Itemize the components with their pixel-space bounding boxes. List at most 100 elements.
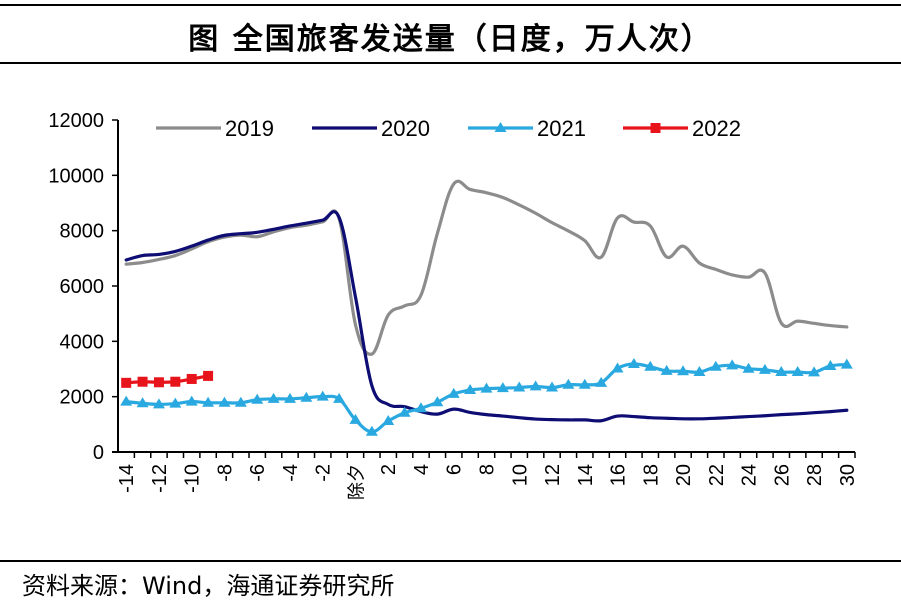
y-tick-label: 8000 [60, 221, 105, 243]
y-tick-label: 4000 [60, 331, 105, 353]
x-tick-label: 28 [804, 464, 826, 486]
legend-label: 2022 [692, 116, 741, 141]
footer-rule [0, 560, 901, 562]
series-line-2020 [124, 210, 849, 423]
series-2022 [121, 370, 214, 388]
x-axis: -14 -12 -10 -8 -6 -4 -2 除夕 2 4 6 8 10 12 14 16 18 20 22 24 2… [112, 451, 859, 500]
data-point-triangle [775, 366, 788, 377]
data-point-triangle [595, 376, 608, 387]
x-tick-label: 26 [771, 464, 793, 486]
x-tick-label: 24 [739, 464, 761, 486]
x-tick-label: -10 [182, 464, 204, 493]
data-point-triangle [791, 366, 804, 377]
data-point-square [121, 377, 132, 388]
legend-label: 2021 [537, 116, 586, 141]
legend-label: 2020 [381, 116, 430, 141]
data-point-triangle [529, 380, 542, 391]
x-tick-label: -2 [313, 464, 335, 482]
legend-marker-triangle [494, 122, 507, 132]
x-tick-label: 除夕 [346, 464, 367, 500]
data-point-square [153, 377, 164, 388]
y-tick-label: 12000 [48, 110, 104, 132]
data-point-triangle [562, 378, 575, 389]
top-rule [0, 4, 901, 6]
data-point-triangle [414, 402, 427, 413]
data-point-triangle [202, 396, 215, 407]
legend-marker-square [650, 123, 661, 133]
data-point-triangle [693, 366, 706, 377]
y-tick-label: 2000 [60, 387, 105, 409]
series-line-2019 [124, 179, 849, 356]
data-point-triangle [464, 384, 477, 395]
x-tick-label: 22 [706, 464, 728, 486]
data-point-triangle [185, 395, 198, 406]
data-point-triangle [496, 382, 509, 393]
data-point-triangle [267, 392, 280, 403]
data-point-triangle [431, 396, 444, 407]
data-point-triangle [677, 365, 690, 376]
data-point-triangle [382, 415, 395, 426]
data-point-triangle [513, 381, 526, 392]
data-point-triangle [644, 360, 657, 371]
data-point-triangle [660, 364, 673, 375]
series-line-2021 [124, 362, 849, 434]
data-point-triangle [316, 390, 329, 401]
data-point-triangle [824, 359, 837, 370]
data-point-triangle [742, 362, 755, 373]
x-tick-label: 18 [640, 464, 662, 486]
data-point-triangle [152, 398, 165, 409]
data-point-triangle [234, 396, 247, 407]
x-tick-label: 14 [575, 464, 597, 486]
data-point-triangle [365, 425, 378, 436]
data-point-triangle [120, 395, 133, 406]
legend-item-2021: 2021 [468, 116, 586, 141]
y-tick-label: 0 [93, 442, 104, 464]
data-point-triangle [578, 378, 591, 389]
x-tick-label: 4 [411, 464, 433, 475]
figure-title: 图 全国旅客发送量（日度，万人次） [188, 22, 713, 57]
data-point-square [137, 376, 148, 387]
data-point-triangle [611, 362, 624, 373]
x-tick-label: -12 [149, 464, 171, 493]
data-point-triangle [546, 381, 559, 392]
x-tick-label: -6 [247, 464, 269, 482]
series-2020 [124, 210, 849, 423]
x-tick-label: -8 [214, 464, 236, 482]
data-point-square [186, 373, 197, 384]
x-tick-label: 16 [608, 464, 630, 486]
data-point-triangle [218, 396, 231, 407]
x-tick-label: 2 [378, 464, 400, 475]
series-2019 [124, 179, 849, 356]
source-note: 资料来源：Wind，海通证券研究所 [22, 572, 395, 600]
title-rule [0, 62, 901, 64]
data-point-triangle [840, 358, 853, 369]
series-2021 [120, 358, 853, 436]
data-point-triangle [283, 392, 296, 403]
x-tick-label: -4 [280, 464, 302, 482]
series-layer [120, 179, 853, 436]
x-tick-label: -14 [116, 464, 138, 493]
x-tick-label: 30 [837, 464, 859, 486]
data-point-triangle [726, 359, 739, 370]
x-tick-label: 8 [477, 464, 499, 475]
data-point-triangle [808, 366, 821, 377]
x-tick-label: 10 [509, 464, 531, 486]
data-point-triangle [447, 387, 460, 398]
data-point-triangle [480, 382, 493, 393]
x-tick-label: 12 [542, 464, 564, 486]
data-point-triangle [398, 406, 411, 417]
data-point-triangle [627, 358, 640, 369]
legend-item-2019: 2019 [156, 116, 274, 141]
data-point-triangle [709, 360, 722, 371]
y-tick-label: 10000 [48, 165, 104, 187]
data-point-triangle [758, 363, 771, 374]
data-point-triangle [349, 413, 362, 424]
data-point-square [203, 370, 214, 381]
legend: 2019 2020 2021 2022 [156, 116, 741, 141]
data-point-triangle [300, 391, 313, 402]
y-tick-label: 6000 [60, 276, 105, 298]
data-point-square [170, 376, 181, 387]
y-axis: 0 2000 4000 6000 8000 10000 12000 [48, 110, 119, 464]
line-chart: 2019 2020 2021 2022 0 2000 4000 6000 8000 10000 1… [48, 110, 859, 500]
data-point-triangle [136, 397, 149, 408]
